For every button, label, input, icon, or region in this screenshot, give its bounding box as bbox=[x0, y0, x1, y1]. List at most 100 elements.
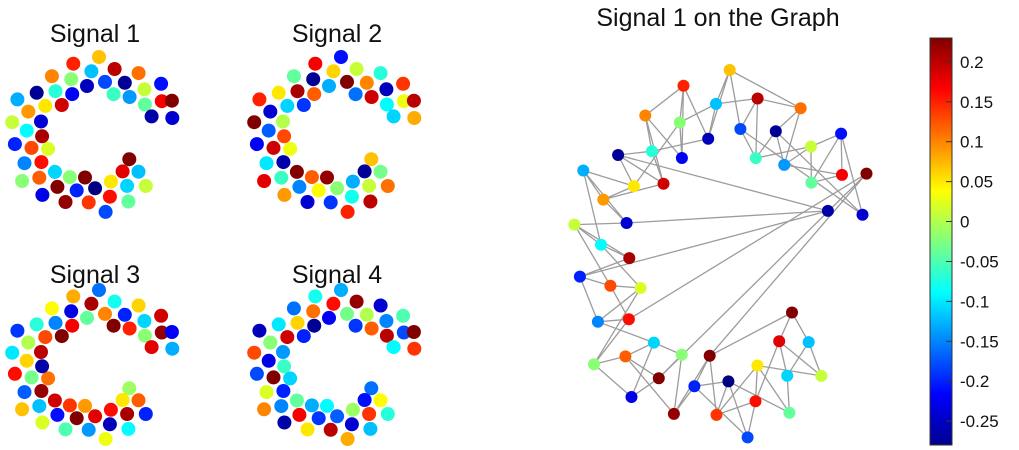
signal-point bbox=[106, 87, 121, 102]
signal-point bbox=[334, 50, 348, 64]
signal-point bbox=[34, 114, 48, 129]
signal-point bbox=[373, 393, 388, 408]
signal-point bbox=[289, 393, 304, 408]
signal-point bbox=[308, 56, 323, 71]
graph-node bbox=[835, 127, 848, 140]
signal-point bbox=[32, 170, 47, 185]
signal-point bbox=[144, 109, 159, 124]
signal-point bbox=[10, 92, 25, 107]
signal-point bbox=[307, 87, 322, 102]
signal-point bbox=[396, 94, 411, 109]
graph-node bbox=[734, 123, 747, 135]
signal-point bbox=[311, 411, 326, 426]
signal-point bbox=[359, 75, 374, 90]
graph-node bbox=[856, 208, 869, 221]
graph-node bbox=[645, 145, 658, 158]
signal-point bbox=[266, 370, 281, 385]
signal-point bbox=[35, 359, 50, 374]
signal-point bbox=[154, 94, 169, 109]
signal-point bbox=[34, 384, 49, 398]
signal-point bbox=[35, 415, 50, 430]
signal-point bbox=[137, 97, 152, 112]
graph-edge bbox=[755, 145, 812, 159]
graph-edge bbox=[757, 97, 801, 109]
signal-point bbox=[306, 72, 321, 87]
signal-point bbox=[34, 155, 49, 170]
graph-edge bbox=[810, 133, 842, 184]
signal-2-panel: Signal 2 bbox=[247, 20, 422, 219]
graph-edge bbox=[679, 103, 717, 124]
signal-point bbox=[64, 72, 79, 87]
signal-point bbox=[330, 181, 345, 196]
signal-point bbox=[131, 66, 146, 81]
graph-edge bbox=[583, 169, 635, 187]
signal-point bbox=[117, 307, 132, 322]
signal-point bbox=[296, 98, 311, 112]
graph-node bbox=[751, 92, 764, 105]
graph-edge bbox=[651, 138, 709, 152]
signal-point bbox=[24, 140, 39, 155]
signal-point bbox=[304, 170, 319, 185]
signal-point bbox=[154, 76, 169, 91]
signal-point bbox=[121, 421, 136, 436]
signal-point bbox=[80, 310, 94, 325]
signal-point bbox=[144, 340, 159, 355]
signal-point bbox=[38, 98, 53, 113]
signal-point bbox=[290, 84, 305, 99]
signal-point bbox=[261, 353, 276, 368]
signal-point bbox=[276, 345, 290, 359]
signal-point bbox=[66, 289, 81, 304]
graph-node bbox=[751, 359, 764, 372]
signal-point bbox=[344, 189, 359, 204]
graph-edge bbox=[740, 128, 863, 216]
signal-point bbox=[120, 178, 135, 193]
graph-node bbox=[773, 335, 786, 348]
signal-point bbox=[304, 398, 319, 413]
colorbar-gradient bbox=[929, 37, 953, 446]
signal-point bbox=[357, 164, 372, 179]
signal-point bbox=[10, 323, 25, 338]
signal-point bbox=[340, 432, 355, 446]
signal-point bbox=[340, 74, 354, 89]
signal-point bbox=[311, 183, 326, 198]
signal-point bbox=[92, 283, 106, 297]
signal-point bbox=[122, 381, 137, 396]
signal-point bbox=[41, 141, 56, 156]
signal-point bbox=[379, 314, 394, 328]
graph-node bbox=[623, 252, 636, 265]
signal-point bbox=[362, 407, 377, 421]
signal-point bbox=[348, 318, 363, 333]
colorbar-tick-label: 0 bbox=[960, 213, 969, 232]
graph-edge bbox=[783, 108, 802, 166]
signal-point bbox=[69, 183, 84, 198]
signal-point bbox=[88, 181, 103, 196]
signal-point bbox=[373, 298, 388, 313]
signal-point bbox=[81, 195, 96, 210]
signal-point bbox=[137, 314, 152, 328]
graph-node bbox=[625, 391, 638, 403]
graph-edge bbox=[715, 97, 758, 105]
signal-point bbox=[373, 164, 388, 179]
graph-edge bbox=[579, 276, 599, 323]
graph-node bbox=[710, 97, 722, 110]
signal-point bbox=[65, 87, 80, 102]
signal-point bbox=[277, 359, 292, 374]
signal-point bbox=[322, 79, 336, 93]
signal-point bbox=[98, 432, 113, 446]
signal-point bbox=[252, 92, 267, 107]
graph-edge bbox=[778, 340, 822, 377]
graph-edge bbox=[840, 133, 843, 175]
signal-4-panel: Signal 4 bbox=[247, 261, 422, 446]
signal-point bbox=[15, 174, 30, 188]
signal-point bbox=[362, 178, 377, 193]
signal-point bbox=[349, 294, 364, 309]
signal-point bbox=[165, 111, 180, 125]
signal-point bbox=[290, 315, 305, 330]
signal-point bbox=[64, 304, 79, 319]
graph-node bbox=[573, 270, 586, 283]
signal-point bbox=[364, 90, 379, 104]
signal-point bbox=[15, 402, 30, 417]
graph-node bbox=[802, 336, 815, 349]
signal-point bbox=[103, 174, 118, 189]
graph-title: Signal 1 on the Graph bbox=[596, 4, 839, 32]
